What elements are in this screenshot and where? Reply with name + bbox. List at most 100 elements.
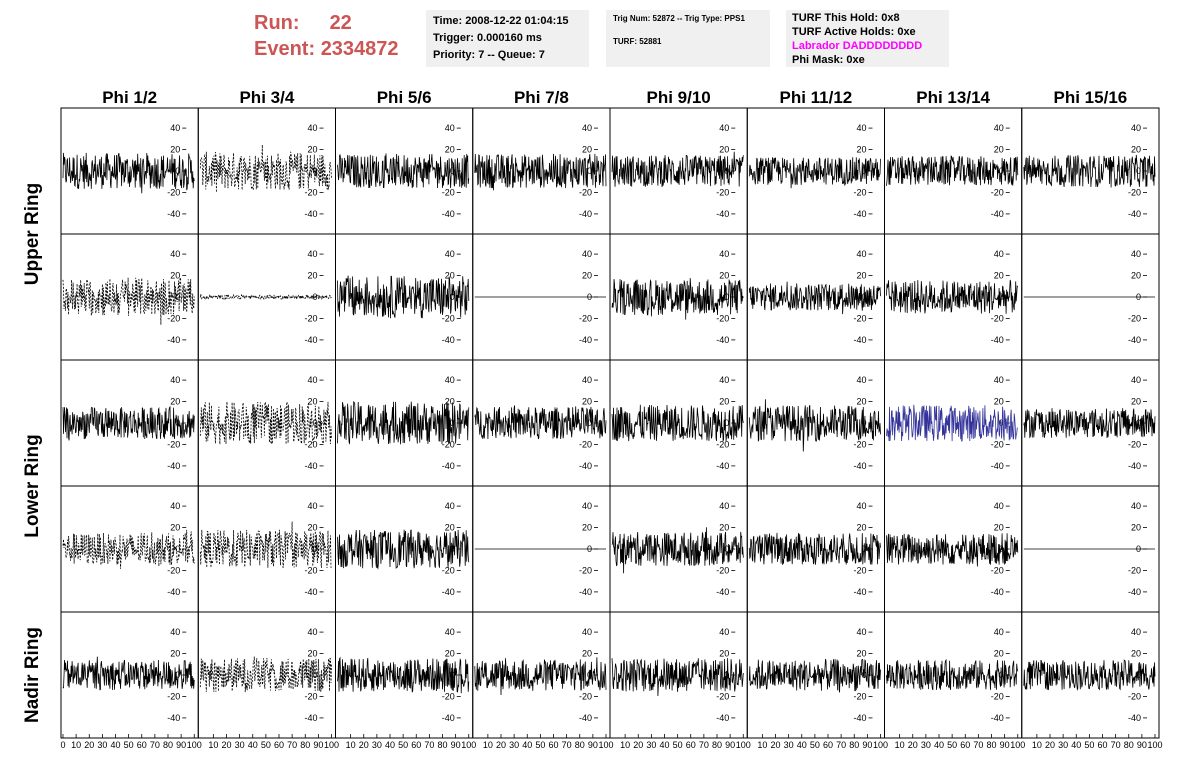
x-tick-label: 60	[137, 740, 147, 750]
y-tick-label: 40	[445, 375, 455, 385]
y-tick-label: 40	[582, 375, 592, 385]
y-tick-label: 40	[445, 627, 455, 637]
waveform-trace	[748, 157, 881, 189]
y-tick-label: 0	[175, 670, 180, 680]
x-tick-label: 60	[411, 740, 421, 750]
x-tick-label: 60	[960, 740, 970, 750]
waveform-trace	[611, 527, 744, 574]
y-tick-label: 0	[450, 166, 455, 176]
y-tick-label: -20	[716, 691, 729, 701]
x-tick-label: 50	[535, 740, 545, 750]
y-tick-label: 0	[587, 418, 592, 428]
y-tick-label: -20	[579, 691, 592, 701]
y-tick-label: -40	[1128, 335, 1141, 345]
y-tick-label: -20	[991, 565, 1004, 575]
y-tick-label: 40	[170, 375, 180, 385]
y-tick-label: -20	[1128, 313, 1141, 323]
x-tick-label: 40	[385, 740, 395, 750]
y-tick-label: 20	[719, 145, 729, 155]
y-tick-label: 40	[1131, 627, 1141, 637]
y-tick-label: -40	[853, 209, 866, 219]
y-tick-label: 20	[1131, 397, 1141, 407]
trig-num-line: Trig Num: 52872 -- Trig Type: PPS1	[613, 14, 745, 23]
y-tick-label: -20	[442, 691, 455, 701]
y-tick-label: 20	[719, 649, 729, 659]
y-tick-label: 40	[307, 249, 317, 259]
waveform-trace	[474, 657, 607, 696]
waveform-trace	[62, 656, 195, 691]
y-tick-label: 40	[856, 501, 866, 511]
waveform-trace	[1023, 408, 1156, 439]
y-tick-label: 40	[1131, 249, 1141, 259]
x-tick-label: 70	[562, 740, 572, 750]
x-tick-label: 90	[451, 740, 461, 750]
labrador-line: Labrador DADDDDDDDD	[792, 40, 923, 52]
y-tick-label: 40	[719, 375, 729, 385]
y-tick-label: -20	[991, 691, 1004, 701]
y-tick-label: -20	[167, 691, 180, 701]
y-tick-label: -40	[167, 209, 180, 219]
x-tick-label: 100	[598, 740, 613, 750]
waveform-trace	[886, 279, 1019, 314]
y-tick-label: -20	[1128, 565, 1141, 575]
y-tick-label: -20	[442, 313, 455, 323]
y-tick-label: 0	[999, 166, 1004, 176]
y-tick-label: 20	[856, 145, 866, 155]
y-tick-label: 20	[582, 397, 592, 407]
waveform-trace	[62, 405, 195, 441]
y-tick-label: 20	[856, 397, 866, 407]
y-tick-label: -40	[991, 461, 1004, 471]
x-tick-label: 10	[483, 740, 493, 750]
y-tick-label: -20	[442, 187, 455, 197]
run-event-block: Run: 22 Event: 2334872	[254, 10, 399, 62]
waveform-trace	[748, 532, 881, 565]
y-tick-label: -40	[579, 209, 592, 219]
x-tick-label: 80	[1124, 740, 1134, 750]
x-tick-label: 20	[221, 740, 231, 750]
y-tick-label: -40	[442, 587, 455, 597]
x-tick-label: 60	[1097, 740, 1107, 750]
y-tick-label: -40	[716, 461, 729, 471]
x-tick-label: 90	[862, 740, 872, 750]
y-tick-label: -20	[853, 187, 866, 197]
y-tick-label: 40	[719, 249, 729, 259]
y-tick-label: -40	[304, 461, 317, 471]
column-header: Phi 1/2	[102, 88, 157, 107]
y-tick-label: -20	[579, 565, 592, 575]
y-tick-label: -20	[716, 439, 729, 449]
x-tick-label: 30	[646, 740, 656, 750]
y-tick-label: -40	[991, 713, 1004, 723]
y-tick-label: 40	[582, 249, 592, 259]
ring-label: Upper Ring	[22, 183, 43, 285]
waveform-trace	[474, 153, 607, 191]
trigger-line: Trigger: 0.000160 ms	[433, 32, 542, 44]
y-tick-label: -40	[1128, 587, 1141, 597]
y-tick-label: -40	[1128, 209, 1141, 219]
y-tick-label: 40	[719, 123, 729, 133]
y-tick-label: 0	[724, 418, 729, 428]
y-tick-label: 20	[307, 649, 317, 659]
y-tick-label: 0	[312, 544, 317, 554]
y-tick-label: 40	[994, 249, 1004, 259]
x-tick-label: 90	[176, 740, 186, 750]
time-line: Time: 2008-12-22 01:04:15	[433, 15, 569, 27]
y-tick-label: -20	[167, 187, 180, 197]
x-tick-label: 30	[921, 740, 931, 750]
y-tick-label: -40	[304, 209, 317, 219]
y-tick-label: 40	[856, 123, 866, 133]
waveform-trace	[611, 151, 744, 188]
x-tick-label: 40	[248, 740, 258, 750]
y-tick-label: -20	[716, 313, 729, 323]
y-tick-label: 20	[170, 397, 180, 407]
y-tick-label: 20	[1131, 523, 1141, 533]
column-header: Phi 7/8	[514, 88, 569, 107]
y-tick-label: -40	[991, 335, 1004, 345]
x-tick-label: 100	[873, 740, 888, 750]
y-tick-label: 20	[994, 649, 1004, 659]
x-tick-label: 90	[1000, 740, 1010, 750]
waveform-trace	[886, 404, 1018, 442]
x-tick-label: 0	[60, 740, 65, 750]
x-tick-label: 80	[437, 740, 447, 750]
y-tick-label: -40	[442, 461, 455, 471]
x-tick-label: 100	[736, 740, 751, 750]
